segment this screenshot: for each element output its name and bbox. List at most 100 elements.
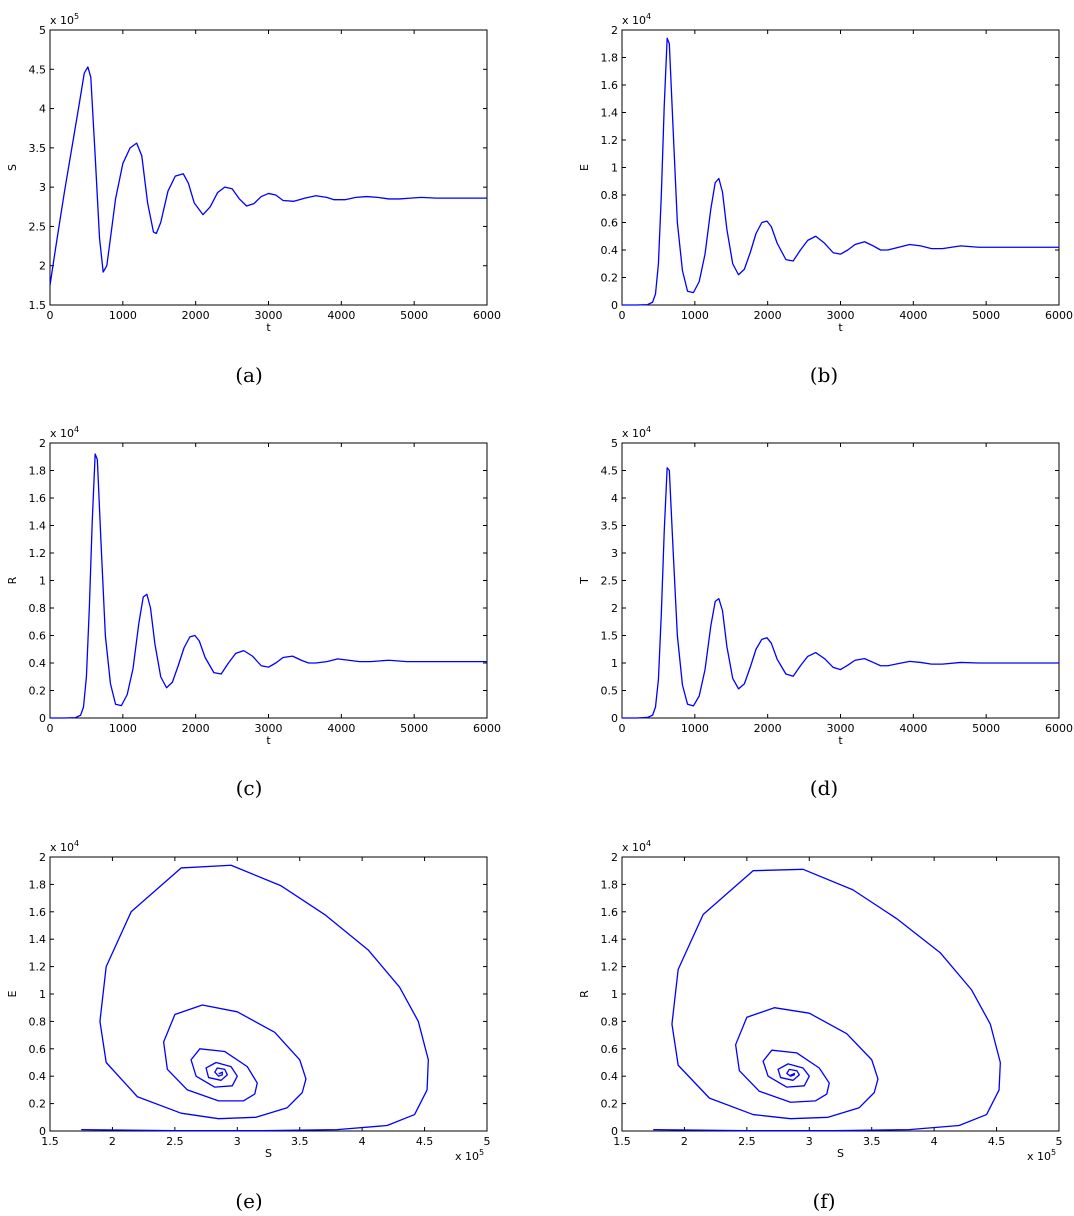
x-tick-label: 6000 — [473, 722, 501, 735]
x-tick-label: 2 — [109, 1135, 116, 1148]
y-tick-label: 1.4 — [601, 933, 619, 946]
x-tick-label: 4000 — [899, 722, 927, 735]
x-tick-label: 5000 — [972, 722, 1000, 735]
y-tick-label: 0 — [611, 712, 618, 725]
x-tick-label: 1000 — [681, 722, 709, 735]
y-tick-label: 0 — [611, 299, 618, 312]
x-tick-label: 4 — [931, 1135, 938, 1148]
y-tick-label: 2 — [611, 851, 618, 864]
y-tick-label: 3 — [39, 181, 46, 194]
y-tick-label: 0.8 — [29, 1015, 47, 1028]
y-tick-label: 2.5 — [601, 575, 619, 588]
y-tick-label: 1.8 — [29, 465, 47, 478]
y-tick-label: 1.2 — [29, 547, 47, 560]
y-tick-label: 0.2 — [601, 1098, 619, 1111]
plot-frame — [621, 442, 1060, 719]
y-tick-label: 1.6 — [29, 906, 47, 919]
y-tick-label: 1.5 — [601, 630, 619, 643]
y-tick-label: 0.6 — [601, 1043, 619, 1056]
y-axis-label: T — [578, 577, 591, 585]
y-tick-label: 0 — [39, 1125, 46, 1138]
y-exponent-label: x 105 — [50, 12, 79, 27]
x-tick-label: 1000 — [681, 309, 709, 322]
y-tick-label: 1.6 — [29, 492, 47, 505]
x-axis-label: t — [266, 734, 271, 747]
series-line — [50, 453, 487, 719]
x-tick-label: 6000 — [1045, 722, 1073, 735]
x-tick-label: 3000 — [827, 309, 855, 322]
y-tick-label: 4 — [39, 103, 46, 116]
plot-frame — [49, 442, 488, 719]
x-tick-label: 5000 — [972, 309, 1000, 322]
y-tick-label: 1.8 — [29, 878, 47, 891]
x-tick-label: 4000 — [327, 309, 355, 322]
y-tick-label: 0.2 — [601, 272, 619, 285]
y-tick-label: 1.2 — [29, 961, 47, 974]
y-tick-label: 5 — [611, 437, 618, 450]
x-tick-label: 3.5 — [291, 1135, 309, 1148]
y-tick-label: 1 — [39, 988, 46, 1001]
x-tick-label: 2000 — [182, 309, 210, 322]
y-tick-label: 1.2 — [601, 134, 619, 147]
x-exponent-label: x 105 — [455, 1148, 484, 1163]
y-tick-label: 1 — [39, 575, 46, 588]
x-tick-label: 3.5 — [863, 1135, 881, 1148]
x-tick-label: 2.5 — [166, 1135, 184, 1148]
subfigure-caption: (e) — [235, 1189, 262, 1213]
x-tick-label: 0 — [47, 309, 54, 322]
y-tick-label: 1.5 — [29, 299, 47, 312]
y-tick-label: 4.5 — [29, 63, 47, 76]
y-tick-label: 0.8 — [601, 1015, 619, 1028]
y-tick-label: 0.8 — [29, 602, 47, 615]
y-tick-label: 1.8 — [601, 52, 619, 65]
y-tick-label: 2 — [611, 24, 618, 37]
x-tick-label: 5000 — [400, 309, 428, 322]
y-tick-label: 2 — [611, 602, 618, 615]
x-tick-label: 1.5 — [41, 1135, 59, 1148]
y-tick-label: 1.2 — [601, 961, 619, 974]
subfigure-caption: (b) — [810, 363, 838, 387]
y-tick-label: 0.4 — [29, 657, 47, 670]
y-exponent-label: x 104 — [622, 425, 651, 440]
plot-frame — [621, 29, 1060, 306]
x-tick-label: 5 — [1056, 1135, 1063, 1148]
y-tick-label: 0.6 — [29, 630, 47, 643]
y-tick-label: 3.5 — [29, 142, 47, 155]
x-tick-label: 2000 — [754, 309, 782, 322]
y-axis-label: R — [578, 990, 591, 998]
x-tick-label: 2.5 — [738, 1135, 756, 1148]
y-axis-label: R — [6, 576, 19, 584]
x-tick-label: 4 — [359, 1135, 366, 1148]
y-tick-label: 1.8 — [601, 878, 619, 891]
x-tick-label: 5000 — [400, 722, 428, 735]
x-tick-label: 2 — [681, 1135, 688, 1148]
y-tick-label: 0.8 — [601, 189, 619, 202]
x-tick-label: 1000 — [109, 309, 137, 322]
y-tick-label: 3 — [611, 547, 618, 560]
y-exponent-label: x 104 — [50, 425, 79, 440]
x-tick-label: 5 — [484, 1135, 491, 1148]
y-tick-label: 1.6 — [601, 906, 619, 919]
y-tick-label: 0.5 — [601, 685, 619, 698]
x-axis-label: S — [837, 1147, 844, 1160]
y-tick-label: 4.5 — [601, 465, 619, 478]
x-tick-label: 0 — [47, 722, 54, 735]
x-tick-label: 1.5 — [613, 1135, 631, 1148]
plot-frame — [49, 29, 488, 306]
plot-frame — [621, 856, 1060, 1132]
y-tick-label: 4 — [611, 492, 618, 505]
x-tick-label: 3 — [806, 1135, 813, 1148]
plot-frame — [49, 856, 488, 1132]
y-tick-label: 0.6 — [601, 217, 619, 230]
subplot-b: 0 1000 2000 3000 4000 5000 6000 0 0.2 0.4 0.6 0.8 1 1… — [578, 12, 1073, 387]
y-tick-label: 5 — [39, 24, 46, 37]
x-tick-label: 3000 — [255, 309, 283, 322]
subplot-e: 1.5 2 2.5 3 3.5 4 4.5 5 0 0.2 0.4 0.6 0.8 1 1.2 1.4 1.6 1… — [6, 839, 491, 1213]
x-tick-label: 3 — [234, 1135, 241, 1148]
y-tick-label: 1 — [611, 162, 618, 175]
y-tick-label: 1.6 — [601, 79, 619, 92]
y-tick-label: 0 — [611, 1125, 618, 1138]
x-axis-label: t — [266, 321, 271, 334]
y-tick-label: 0.4 — [601, 244, 619, 257]
